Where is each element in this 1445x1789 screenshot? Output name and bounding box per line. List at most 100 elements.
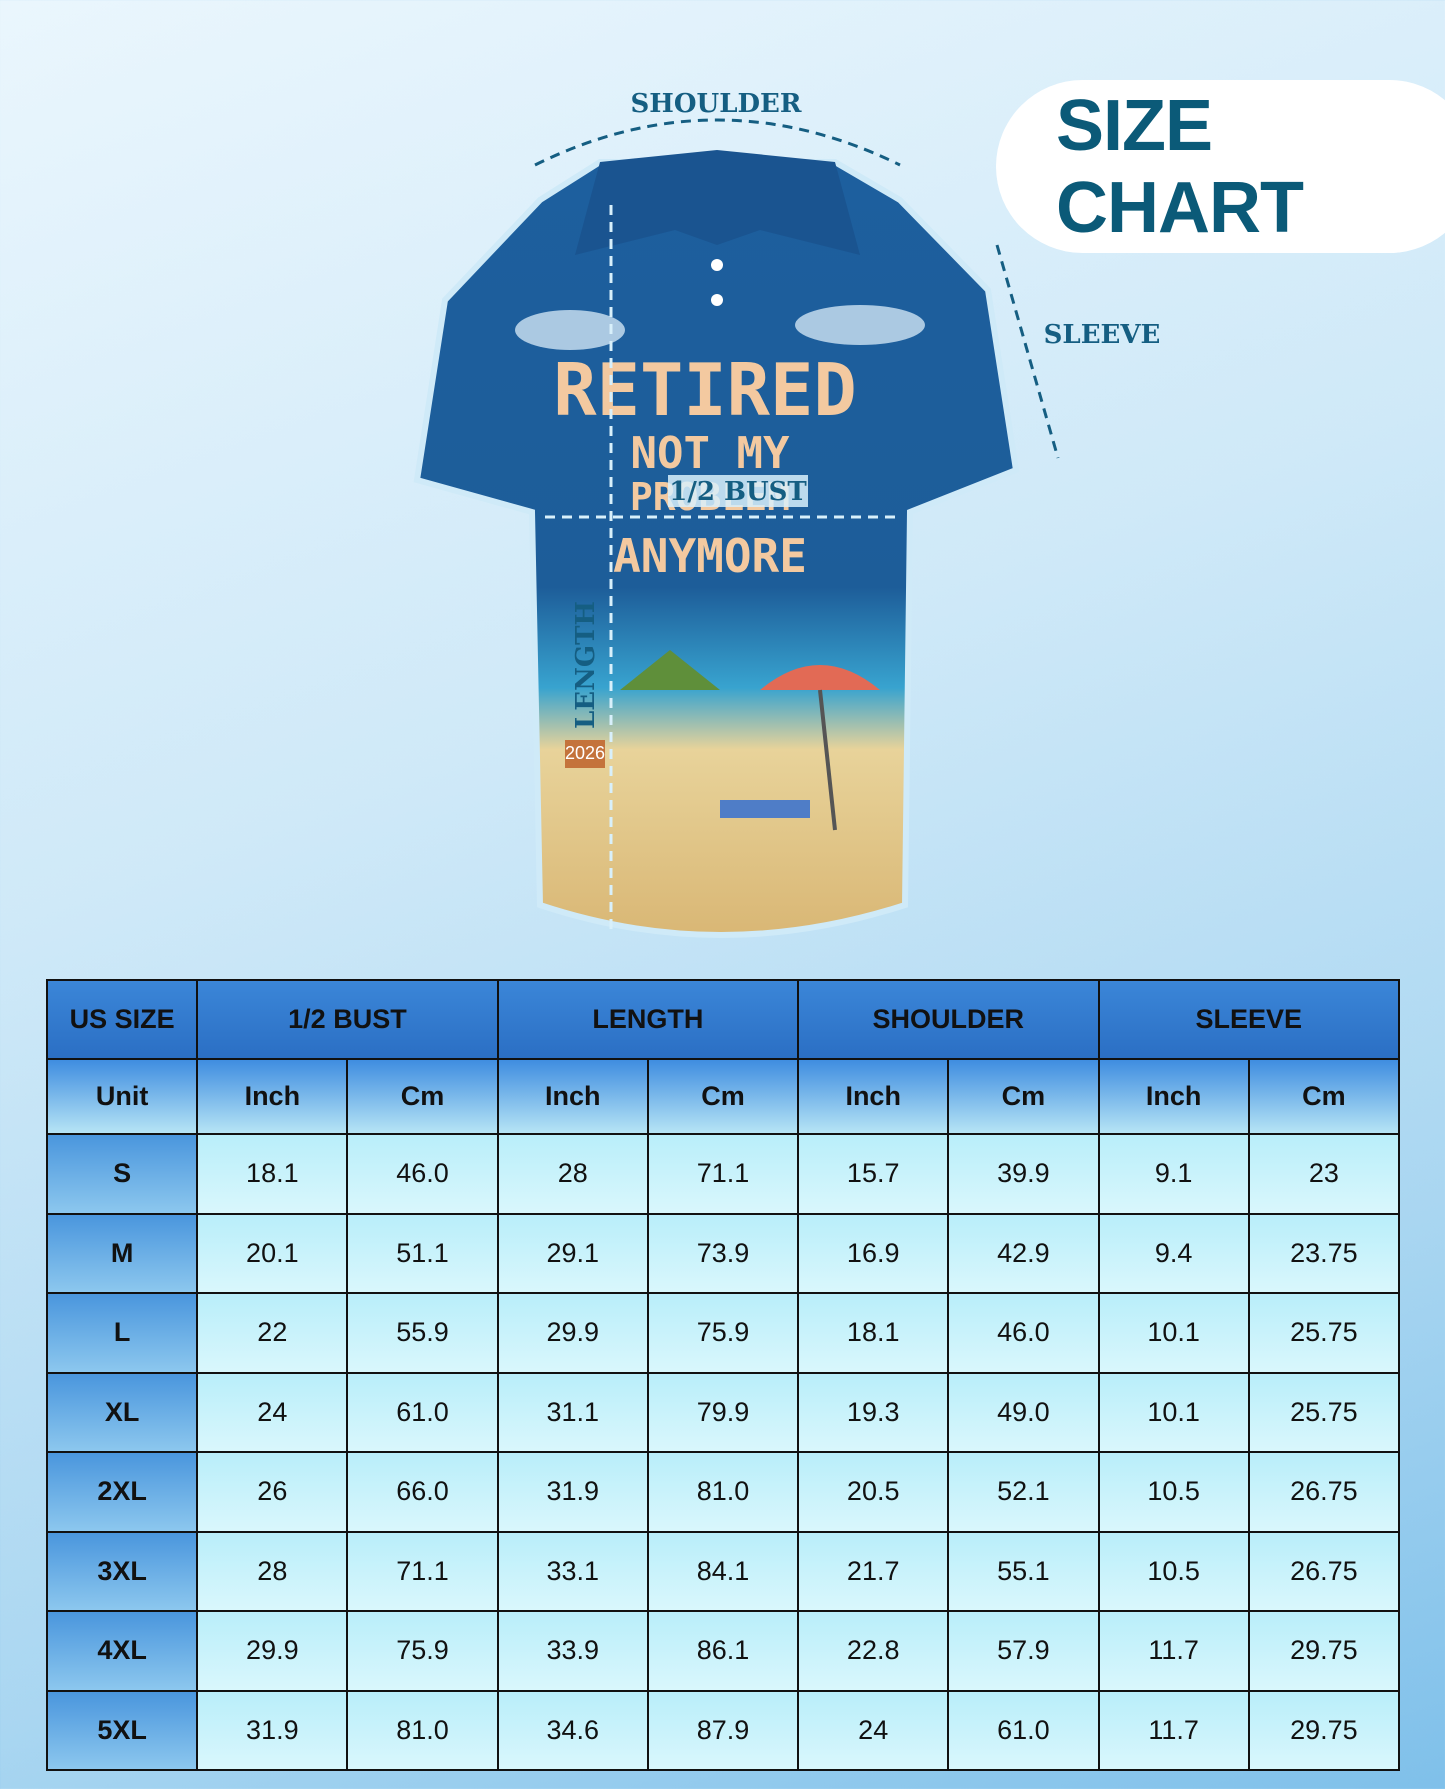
value-cell: 23 <box>1247 1133 1401 1215</box>
shirt-illustration: 2026 RETIRED NOT MY PROBLEM ANYMORE SHOU… <box>413 89 1161 938</box>
value-cell: 26.75 <box>1247 1530 1401 1612</box>
value-cell: 87.9 <box>646 1689 800 1771</box>
value-cell: 11.7 <box>1097 1689 1250 1771</box>
value-cell: 10.1 <box>1097 1371 1250 1453</box>
value-cell: 23.75 <box>1247 1212 1401 1294</box>
value-cell: 21.7 <box>797 1530 950 1612</box>
table-row: 4XL 29.9 75.9 33.9 86.1 22.8 57.9 11.7 29.75 <box>45 1610 1401 1692</box>
value-cell: 31.9 <box>496 1451 649 1533</box>
unit-cell: Cm <box>646 1058 800 1135</box>
header-cell: US SIZE <box>45 979 199 1060</box>
size-cell: 3XL <box>45 1530 199 1612</box>
unit-cell: Cm <box>1247 1058 1401 1135</box>
sign-text: 2026 <box>565 743 605 763</box>
shoulder-label: SHOULDER <box>631 89 802 119</box>
shirt-text: NOT MY <box>631 428 790 479</box>
value-cell: 25.75 <box>1247 1371 1401 1453</box>
value-cell: 84.1 <box>646 1530 800 1612</box>
value-cell: 29.9 <box>496 1292 649 1374</box>
table-row: US SIZE 1/2 BUST LENGTH SHOULDER SLEEVE <box>45 979 1401 1060</box>
value-cell: 33.1 <box>496 1530 649 1612</box>
size-cell: L <box>45 1292 199 1374</box>
size-cell: S <box>45 1133 199 1215</box>
value-cell: 10.5 <box>1097 1451 1250 1533</box>
value-cell: 39.9 <box>947 1133 1100 1215</box>
unit-cell: Inch <box>1097 1058 1250 1135</box>
sleeve-arrow <box>995 244 1060 459</box>
table-row: Unit Inch Cm Inch Cm Inch Cm Inch Cm <box>45 1058 1401 1135</box>
header-cell: 1/2 BUST <box>196 979 499 1060</box>
table-row: S 18.1 46.0 28 71.1 15.7 39.9 9.1 23 <box>45 1133 1401 1215</box>
shoulder-arrow <box>534 118 901 167</box>
value-cell: 61.0 <box>947 1689 1100 1771</box>
value-cell: 81.0 <box>646 1451 800 1533</box>
header-cell: SLEEVE <box>1097 979 1401 1060</box>
value-cell: 29.1 <box>496 1212 649 1294</box>
table-row: XL 24 61.0 31.1 79.9 19.3 49.0 10.1 25.75 <box>45 1371 1401 1453</box>
size-cell: XL <box>45 1371 199 1453</box>
table-row: 2XL 26 66.0 31.9 81.0 20.5 52.1 10.5 26.75 <box>45 1451 1401 1533</box>
table-row: M 20.1 51.1 29.1 73.9 16.9 42.9 9.4 23.75 <box>45 1212 1401 1294</box>
value-cell: 34.6 <box>496 1689 649 1771</box>
value-cell: 51.1 <box>346 1212 499 1294</box>
size-cell: 4XL <box>45 1610 199 1692</box>
value-cell: 18.1 <box>196 1133 349 1215</box>
value-cell: 24 <box>196 1371 349 1453</box>
value-cell: 46.0 <box>947 1292 1100 1374</box>
table-row: 3XL 28 71.1 33.1 84.1 21.7 55.1 10.5 26.75 <box>45 1530 1401 1612</box>
value-cell: 86.1 <box>646 1610 800 1692</box>
value-cell: 22 <box>196 1292 349 1374</box>
value-cell: 29.75 <box>1247 1689 1401 1771</box>
unit-cell: Inch <box>496 1058 649 1135</box>
value-cell: 42.9 <box>947 1212 1100 1294</box>
length-label: LENGTH <box>571 601 601 729</box>
sleeve-label: SLEEVE <box>1044 320 1161 350</box>
value-cell: 11.7 <box>1097 1610 1250 1692</box>
header-cell: LENGTH <box>496 979 800 1060</box>
value-cell: 66.0 <box>346 1451 499 1533</box>
value-cell: 46.0 <box>346 1133 499 1215</box>
value-cell: 20.5 <box>797 1451 950 1533</box>
value-cell: 61.0 <box>346 1371 499 1453</box>
unit-cell: Inch <box>797 1058 950 1135</box>
table-row: L 22 55.9 29.9 75.9 18.1 46.0 10.1 25.75 <box>45 1292 1401 1374</box>
value-cell: 22.8 <box>797 1610 950 1692</box>
value-cell: 55.1 <box>947 1530 1100 1612</box>
value-cell: 16.9 <box>797 1212 950 1294</box>
title: SIZE CHART <box>1056 85 1304 248</box>
value-cell: 19.3 <box>797 1371 950 1453</box>
value-cell: 18.1 <box>797 1292 950 1374</box>
value-cell: 10.5 <box>1097 1530 1250 1612</box>
value-cell: 71.1 <box>646 1133 800 1215</box>
value-cell: 10.1 <box>1097 1292 1250 1374</box>
title-pill: SIZE CHART <box>996 80 1445 253</box>
size-table: US SIZE 1/2 BUST LENGTH SHOULDER SLEEVE Unit I… <box>45 979 1401 1771</box>
value-cell: 57.9 <box>947 1610 1100 1692</box>
collar <box>575 150 860 255</box>
header-cell: SHOULDER <box>797 979 1100 1060</box>
value-cell: 31.9 <box>196 1689 349 1771</box>
unit-cell: Unit <box>45 1058 199 1135</box>
unit-cell: Inch <box>196 1058 349 1135</box>
value-cell: 79.9 <box>646 1371 800 1453</box>
value-cell: 49.0 <box>947 1371 1100 1453</box>
size-cell: 2XL <box>45 1451 199 1533</box>
value-cell: 15.7 <box>797 1133 950 1215</box>
value-cell: 75.9 <box>646 1292 800 1374</box>
bust-label: 1/2 BUST <box>669 477 807 507</box>
size-cell: 5XL <box>45 1689 199 1771</box>
value-cell: 81.0 <box>346 1689 499 1771</box>
value-cell: 29.9 <box>196 1610 349 1692</box>
value-cell: 9.4 <box>1097 1212 1250 1294</box>
unit-cell: Cm <box>947 1058 1100 1135</box>
value-cell: 28 <box>196 1530 349 1612</box>
value-cell: 52.1 <box>947 1451 1100 1533</box>
value-cell: 26.75 <box>1247 1451 1401 1533</box>
value-cell: 24 <box>797 1689 950 1771</box>
value-cell: 73.9 <box>646 1212 800 1294</box>
value-cell: 29.75 <box>1247 1610 1401 1692</box>
value-cell: 25.75 <box>1247 1292 1401 1374</box>
value-cell: 71.1 <box>346 1530 499 1612</box>
table-row: 5XL 31.9 81.0 34.6 87.9 24 61.0 11.7 29.75 <box>45 1689 1401 1771</box>
value-cell: 20.1 <box>196 1212 349 1294</box>
